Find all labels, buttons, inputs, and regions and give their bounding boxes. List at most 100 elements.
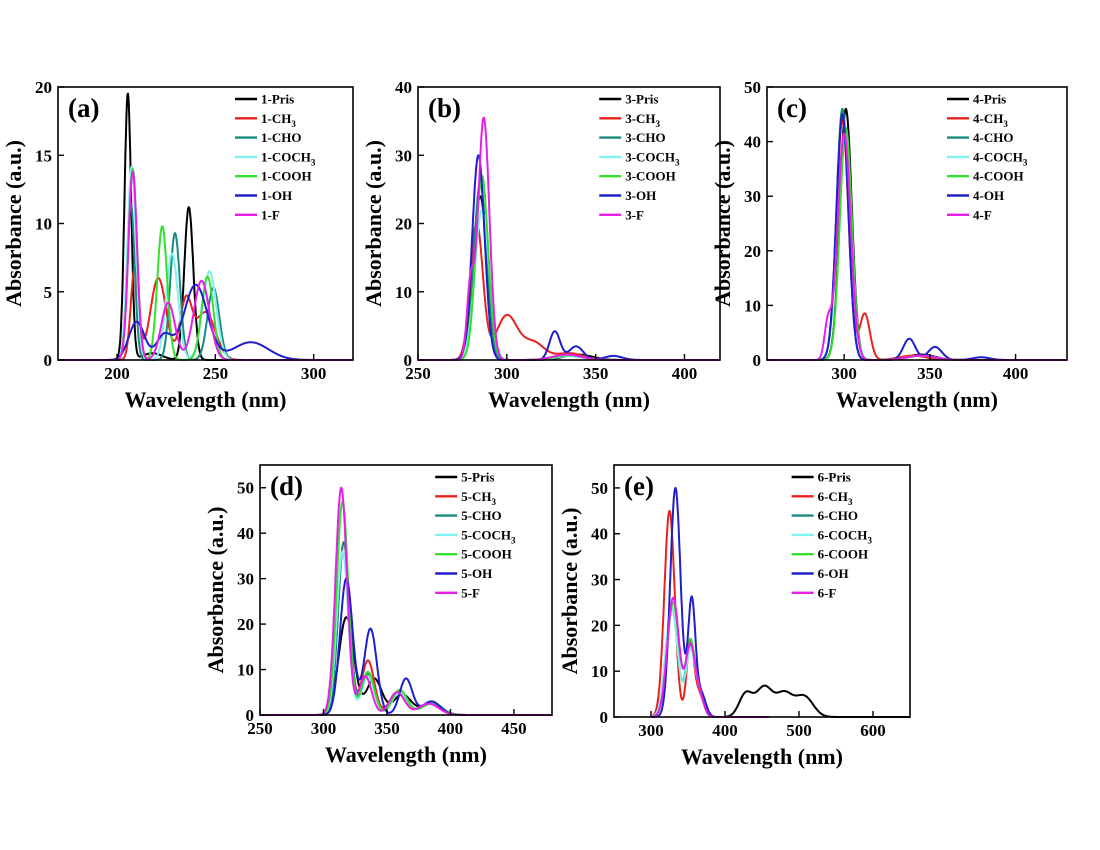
- legend-label: 6-CH3: [818, 489, 853, 507]
- legend-label: 5-F: [461, 585, 480, 600]
- x-tick-label: 300: [311, 719, 337, 738]
- legend-label: 3-Pris: [625, 92, 658, 107]
- x-axis-title: Wavelength (nm): [325, 742, 487, 767]
- x-axis-title: Wavelength (nm): [125, 387, 287, 412]
- legend-label: 3-COOH: [625, 169, 676, 184]
- legend-label: 4-Pris: [973, 92, 1006, 107]
- x-tick-label: 250: [203, 364, 229, 383]
- series-line-3-CH3: [417, 221, 721, 361]
- legend-entry-1-Pris: 1-Pris: [235, 92, 294, 107]
- legend-entry-1-OH: 1-OH: [235, 188, 292, 203]
- series-line-6-Pris: [724, 684, 911, 718]
- x-axis-title: Wavelength (nm): [681, 744, 843, 769]
- x-tick-label: 450: [501, 719, 527, 738]
- legend-label: 5-COCH3: [461, 527, 516, 545]
- plot-frame: [766, 86, 1068, 361]
- x-tick-label: 400: [1003, 364, 1029, 383]
- legend-label: 6-F: [818, 585, 837, 600]
- y-axis-title: Absorbance (a.u.): [203, 507, 228, 674]
- y-tick-label: 0: [753, 351, 762, 370]
- legend-label: 1-CHO: [261, 130, 301, 145]
- legend-label: 1-Pris: [261, 92, 294, 107]
- x-tick-label: 250: [405, 364, 431, 383]
- legend-label: 6-CHO: [818, 508, 858, 523]
- legend-entry-5-F: 5-F: [435, 585, 480, 600]
- x-tick-label: 300: [301, 364, 327, 383]
- x-tick-label: 300: [831, 364, 857, 383]
- legend-label: 5-Pris: [461, 470, 494, 485]
- series-line-4-CHO: [766, 107, 1068, 361]
- series-line-3-COCH3: [417, 208, 721, 361]
- series-line-5-F: [259, 486, 553, 716]
- series-line-3-OH: [417, 154, 721, 361]
- legend-label: 1-F: [261, 207, 280, 222]
- legend-label: 5-OH: [461, 566, 492, 581]
- legend-entry-3-F: 3-F: [599, 207, 644, 222]
- legend-entry-5-COOH: 5-COOH: [435, 547, 512, 562]
- y-axis-title: Absorbance (a.u.): [557, 508, 582, 675]
- legend-label: 1-COCH3: [261, 149, 316, 167]
- y-tick-label: 20: [744, 242, 761, 261]
- panel-label: (d): [270, 471, 303, 501]
- series-line-5-CHO: [259, 541, 553, 716]
- legend-entry-6-Pris: 6-Pris: [791, 470, 851, 485]
- legend-entry-4-Pris: 4-Pris: [947, 92, 1006, 107]
- series-line-1-Pris: [57, 92, 354, 361]
- legend-entry-5-CHO: 5-CHO: [435, 508, 502, 523]
- plot-frame: [613, 464, 911, 718]
- chart-panel-e: 300 400 500 600 0 10 20 30 40 50 Wavelength (nm) Ab…: [557, 464, 911, 769]
- plot-frame: [259, 464, 553, 716]
- y-tick-label: 30: [395, 146, 412, 165]
- x-tick-label: 350: [583, 364, 609, 383]
- y-tick-label: 20: [395, 215, 412, 234]
- x-tick-label: 200: [104, 364, 130, 383]
- y-tick-label: 50: [591, 479, 608, 498]
- legend-label: 6-OH: [818, 566, 849, 581]
- legend-entry-5-Pris: 5-Pris: [435, 470, 494, 485]
- y-tick-label: 50: [744, 78, 761, 97]
- legend-label: 6-Pris: [818, 470, 851, 485]
- y-axis-title: Absorbance (a.u.): [710, 140, 735, 307]
- series-line-5-CH3: [259, 541, 553, 716]
- legend-entry-4-COCH3: 4-COCH3: [947, 149, 1028, 167]
- x-tick-label: 400: [712, 721, 738, 740]
- legend-entry-6-COCH3: 6-COCH3: [791, 527, 872, 545]
- legend-label: 5-CH3: [461, 489, 496, 507]
- legend-entry-3-OH: 3-OH: [599, 188, 656, 203]
- legend-label: 4-F: [973, 207, 992, 222]
- y-tick-label: 40: [237, 524, 254, 543]
- y-tick-label: 40: [591, 525, 608, 544]
- chart-panel-a: 200 250 300 0 5 10 15 20 Wavelength (nm) Absorban…: [1, 78, 354, 412]
- y-tick-label: 10: [591, 662, 608, 681]
- chart-panel-c: 300 350 400 0 10 20 30 40 50 Wavelength (nm) Absor…: [710, 78, 1068, 412]
- series-line-5-COCH3: [259, 550, 553, 716]
- y-tick-label: 20: [35, 78, 52, 97]
- series-line-3-Pris: [417, 195, 721, 361]
- legend-entry-4-CH3: 4-CH3: [947, 111, 1008, 129]
- y-tick-label: 5: [44, 283, 53, 302]
- y-tick-label: 15: [35, 146, 52, 165]
- legend-label: 3-OH: [625, 188, 656, 203]
- series-line-3-COOH: [417, 174, 721, 361]
- legend-entry-6-CH3: 6-CH3: [791, 489, 853, 507]
- plot-frame: [57, 86, 354, 361]
- legend-label: 6-COOH: [818, 547, 869, 562]
- legend-entry-1-COOH: 1-COOH: [235, 169, 312, 184]
- y-tick-label: 10: [395, 283, 412, 302]
- plot-frame: [417, 86, 721, 361]
- legend-label: 4-COCH3: [973, 149, 1028, 167]
- legend-entry-1-CHO: 1-CHO: [235, 130, 301, 145]
- y-tick-label: 20: [591, 616, 608, 635]
- legend-entry-1-F: 1-F: [235, 207, 280, 222]
- series-line-5-OH: [259, 577, 553, 716]
- legend-entry-4-OH: 4-OH: [947, 188, 1004, 203]
- chart-panel-b: 250 300 350 400 0 10 20 30 40 Wavelength (nm) Abso…: [361, 78, 721, 412]
- x-tick-label: 350: [917, 364, 943, 383]
- y-tick-label: 10: [35, 215, 52, 234]
- y-tick-label: 20: [237, 615, 254, 634]
- legend-label: 4-CHO: [973, 130, 1013, 145]
- legend-entry-4-F: 4-F: [947, 207, 992, 222]
- series-line-3-CHO: [417, 181, 721, 361]
- x-tick-label: 300: [638, 721, 664, 740]
